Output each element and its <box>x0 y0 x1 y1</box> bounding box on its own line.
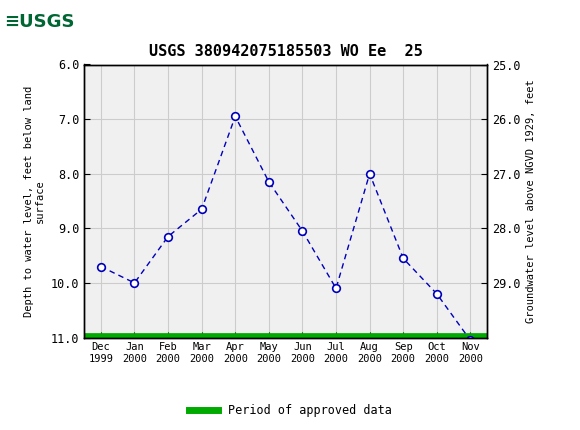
Text: ≡USGS: ≡USGS <box>4 12 75 31</box>
Y-axis label: Groundwater level above NGVD 1929, feet: Groundwater level above NGVD 1929, feet <box>526 79 536 323</box>
FancyBboxPatch shape <box>3 3 78 42</box>
Y-axis label: Depth to water level, feet below land
surface: Depth to water level, feet below land su… <box>24 86 45 316</box>
Title: USGS 380942075185503 WO Ee  25: USGS 380942075185503 WO Ee 25 <box>149 44 422 59</box>
Legend: Period of approved data: Period of approved data <box>184 399 396 422</box>
